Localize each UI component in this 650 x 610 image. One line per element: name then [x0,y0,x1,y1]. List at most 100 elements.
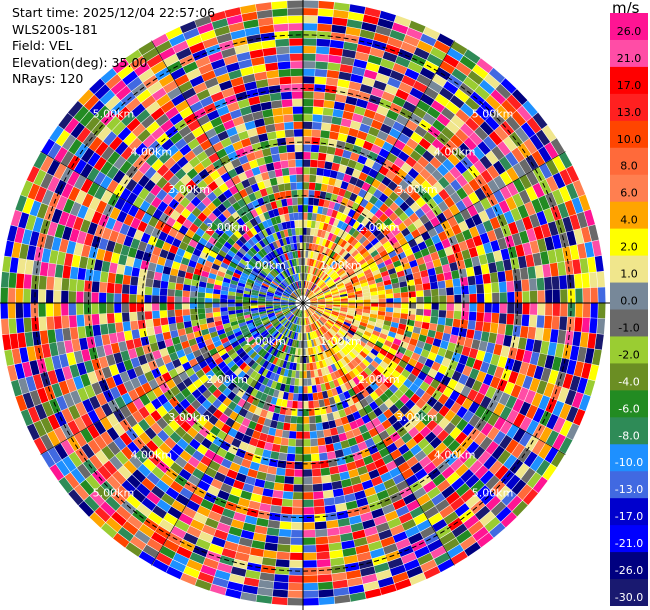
velocity-gate [89,490,105,507]
velocity-gate [347,361,356,370]
velocity-gate [306,309,310,317]
velocity-gate [431,138,445,151]
velocity-gate [468,520,484,536]
velocity-gate [361,250,370,259]
velocity-gate [382,241,392,250]
velocity-gate [379,430,390,441]
velocity-gate [413,346,423,355]
velocity-gate [471,256,481,267]
velocity-gate [289,362,294,370]
velocity-gate [185,393,196,404]
velocity-gate [598,287,606,303]
velocity-gate [318,328,324,336]
velocity-gate [479,436,493,451]
velocity-gate [151,367,162,379]
velocity-gate [357,441,368,451]
velocity-gate [461,169,474,183]
velocity-gate [436,273,445,282]
velocity-gate [499,303,507,314]
velocity-gate [251,413,260,423]
velocity-gate [235,448,246,459]
velocity-gate [416,519,432,532]
velocity-gate [210,584,227,596]
velocity-gate [450,134,464,148]
velocity-gate [275,312,283,317]
velocity-gate [340,213,348,222]
velocity-gate [344,493,356,503]
velocity-gate [211,365,221,375]
velocity-gate [170,480,184,494]
velocity-gate [328,217,336,226]
velocity-gate [385,288,393,295]
velocity-gate [415,398,427,409]
velocity-gate [555,218,566,234]
velocity-gate [198,286,206,293]
velocity-gate [329,39,344,49]
velocity-gate [417,40,433,54]
velocity-gate [309,423,317,432]
velocity-gate [310,251,314,259]
velocity-gate [109,455,123,470]
velocity-gate [491,146,505,161]
velocity-gate [171,443,184,456]
velocity-gate [182,506,197,519]
velocity-gate [217,383,227,393]
velocity-gate [381,176,392,187]
velocity-gate [311,453,320,462]
velocity-gate [183,566,200,579]
velocity-gate [304,318,307,326]
velocity-gate [420,392,432,403]
velocity-gate [519,361,530,376]
velocity-gate [307,308,313,315]
velocity-gate [246,508,259,518]
velocity-gate [81,443,95,459]
velocity-gate [349,515,362,525]
velocity-gate [303,242,306,250]
velocity-gate [474,418,487,432]
velocity-gate [276,467,286,476]
velocity-gate [512,428,526,443]
colorbar-tick-label: -21.0 [615,537,643,550]
velocity-gate [386,485,400,497]
range-ring-label: 3.00km [168,411,210,424]
velocity-gate [408,426,420,438]
velocity-gate [344,142,355,152]
velocity-gate [318,145,328,154]
velocity-gate [499,185,512,200]
velocity-gate [212,398,222,409]
velocity-gate [429,323,438,331]
velocity-gate [285,321,291,328]
velocity-gate [394,265,404,273]
velocity-gate [468,178,481,192]
velocity-gate [373,189,383,199]
velocity-gate [314,190,321,199]
velocity-gate [443,422,456,435]
velocity-gate [340,305,348,308]
velocity-gate [159,545,176,559]
range-ring-label: 4.00km [434,145,476,158]
velocity-gate [83,303,92,315]
velocity-gate [323,497,335,506]
velocity-gate [229,337,238,345]
velocity-gate [432,193,444,205]
velocity-gate [221,458,233,469]
velocity-gate [320,284,328,290]
velocity-gate [61,278,70,291]
velocity-gate [463,514,479,530]
velocity-gate [195,369,205,379]
velocity-gate [351,278,359,284]
velocity-gate [284,384,290,393]
velocity-gate [256,594,273,604]
velocity-gate [216,447,228,458]
velocity-gate [521,467,536,484]
velocity-gate [352,113,364,123]
velocity-gate [260,495,273,505]
velocity-gate [316,292,324,297]
velocity-gate [275,398,283,407]
velocity-gate [310,303,318,305]
velocity-gate [361,379,370,389]
velocity-gate [312,392,319,401]
velocity-gate [423,461,437,474]
velocity-gate [316,384,322,393]
velocity-gate [344,334,352,341]
